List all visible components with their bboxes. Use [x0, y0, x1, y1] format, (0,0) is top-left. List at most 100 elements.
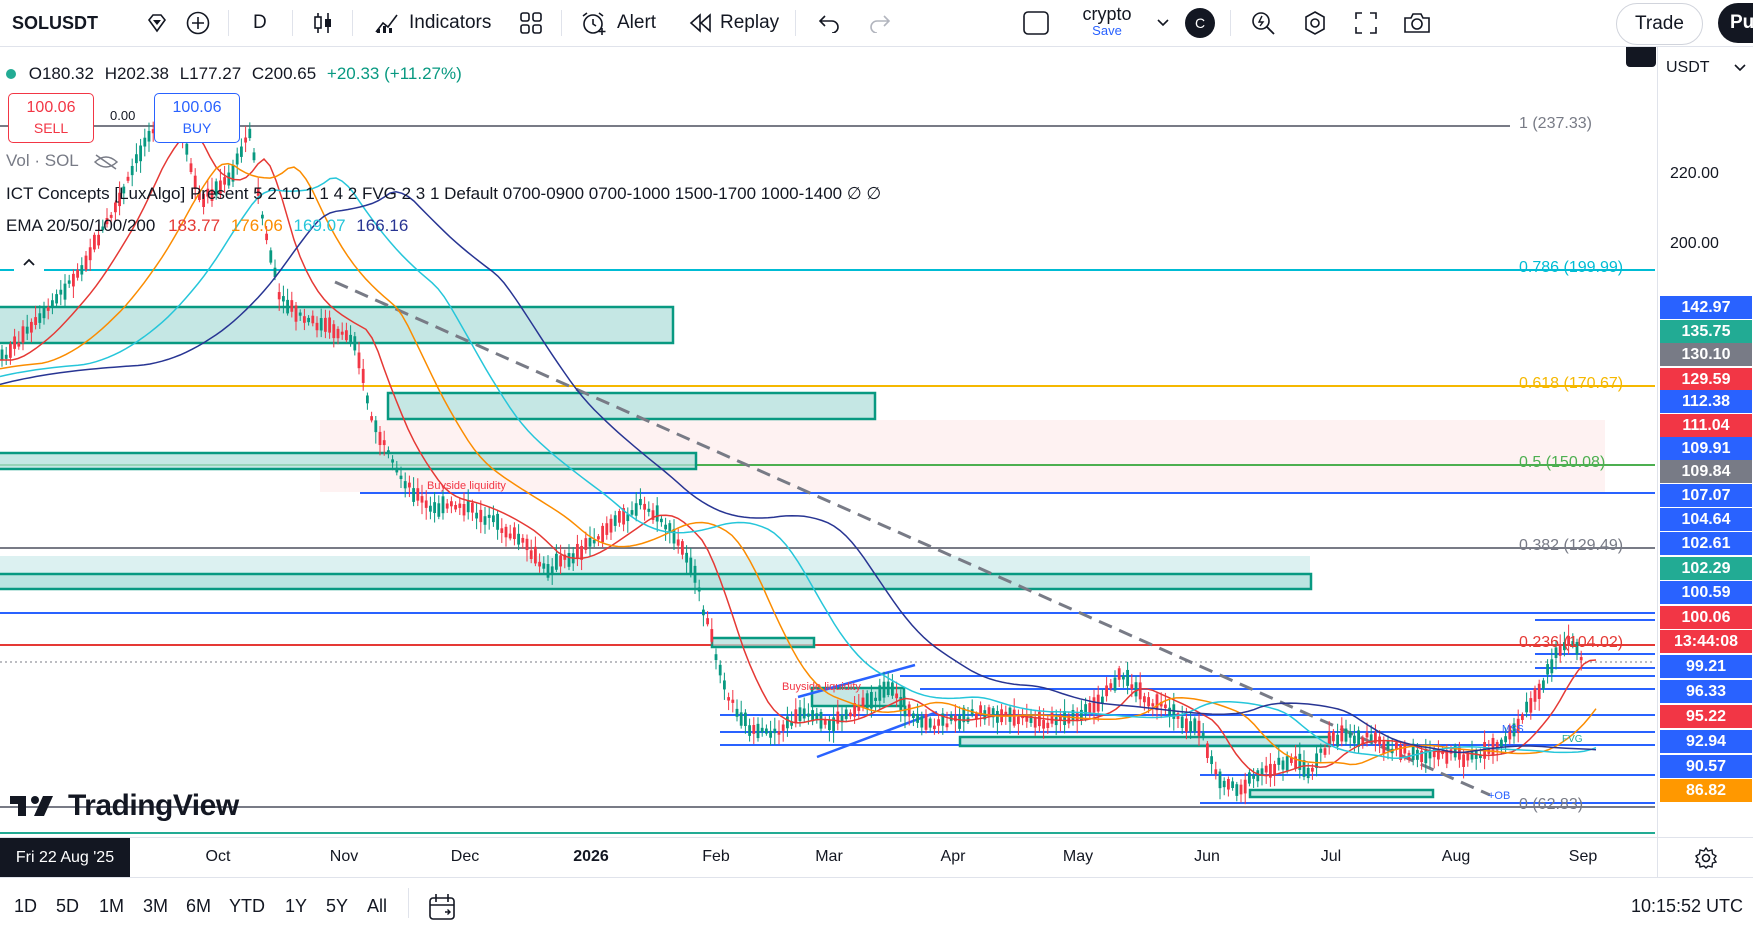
ema-legend[interactable]: EMA 20/50/100/200 183.77 176.06 169.07 1…: [6, 216, 408, 236]
candle-body: [815, 713, 819, 721]
chart-pane[interactable]: Buyside liquidity Buyside liquidity MSS …: [0, 47, 1657, 837]
candle-body: [1201, 732, 1205, 739]
candle-body: [907, 704, 911, 717]
candle-body: [34, 317, 37, 325]
range-button[interactable]: 1Y: [285, 896, 308, 916]
candle-body: [1193, 718, 1197, 732]
chevron-down-icon: [1734, 64, 1746, 72]
candle-body: [1395, 742, 1398, 750]
fullscreen-icon[interactable]: [1354, 0, 1378, 46]
compare-add-icon[interactable]: [186, 0, 210, 46]
candle-body: [1508, 725, 1512, 740]
candle-body: [1054, 717, 1058, 726]
range-button[interactable]: 6M: [186, 896, 212, 916]
candle-body: [639, 499, 642, 506]
redo-icon[interactable]: [868, 0, 892, 46]
candle-body: [235, 153, 239, 165]
avatar[interactable]: C: [1185, 0, 1215, 46]
candle-body: [231, 165, 235, 182]
layout-name-button[interactable]: crypto Save: [1076, 4, 1138, 38]
time-label: Sep: [1568, 848, 1598, 865]
chart-settings-corner[interactable]: [1657, 837, 1753, 877]
fib-label: 0 (62.83): [1519, 796, 1584, 813]
candle-body: [1470, 749, 1474, 760]
candle-body: [1445, 750, 1449, 764]
candle-body: [618, 511, 621, 523]
candle-body: [559, 555, 562, 567]
alert-button[interactable]: Alert: [580, 0, 656, 46]
range-button[interactable]: 1M: [99, 896, 125, 916]
candle-body: [42, 306, 46, 319]
candle-body: [1185, 718, 1188, 732]
candle-body: [395, 467, 399, 473]
fib-label: 0.618 (170.67): [1519, 375, 1624, 392]
ict-concepts-legend[interactable]: ICT Concepts [LuxAlgo] Present 5 2 10 1 …: [6, 184, 882, 203]
time-axis[interactable]: Fri 22 Aug '25 Oct Nov Dec 2026 Feb Mar Apr May…: [0, 837, 1657, 877]
candle-body: [786, 716, 789, 729]
candle-body: [1264, 765, 1268, 773]
range-button[interactable]: 3M: [143, 896, 169, 916]
candle-body: [109, 214, 113, 218]
indicators-button[interactable]: Indicators: [374, 0, 491, 46]
tradingview-watermark[interactable]: TradingView: [10, 789, 239, 823]
candle-body: [1080, 709, 1083, 721]
quick-search-icon[interactable]: [1250, 0, 1276, 46]
symbol-search[interactable]: SOLUSDT: [12, 0, 98, 46]
candle-body: [882, 681, 886, 698]
publish-button[interactable]: Pu: [1718, 3, 1753, 43]
candle-body: [500, 528, 504, 533]
interval-button[interactable]: D: [253, 0, 267, 46]
candle-body: [1206, 743, 1209, 758]
trade-button[interactable]: Trade: [1616, 3, 1703, 45]
candle-body: [496, 513, 499, 530]
sell-button[interactable]: 100.06 SELL: [8, 93, 94, 143]
time-label: Aug: [1441, 848, 1471, 865]
bottom-toolbar: 1D 5D 1M 3M 6M YTD 1Y 5Y All 10:15:52 UTC: [0, 877, 1753, 939]
candle-body: [714, 654, 718, 661]
price-axis[interactable]: USDT 220.00 200.00 142.97 135.75 130.10 129…: [1657, 47, 1753, 837]
candle-body: [849, 712, 852, 717]
diamond-icon[interactable]: [146, 0, 168, 46]
mss-label: MSS: [1502, 724, 1524, 735]
price-tag: 102.61: [1660, 532, 1752, 555]
layout-checkbox-icon[interactable]: [1022, 0, 1050, 46]
collapse-legend-button[interactable]: [14, 250, 44, 274]
time-label: Feb: [702, 848, 730, 865]
candle-body: [1126, 669, 1129, 686]
candle-body: [525, 538, 529, 551]
settings-gear-icon[interactable]: [1302, 0, 1328, 46]
utc-clock[interactable]: 10:15:52 UTC: [1630, 896, 1743, 916]
undo-icon[interactable]: [817, 0, 841, 46]
candle-body: [1294, 756, 1297, 769]
camera-icon[interactable]: [1403, 0, 1431, 46]
eye-hidden-icon[interactable]: [93, 153, 119, 171]
candle-body: [483, 516, 487, 525]
chevron-down-icon[interactable]: [1156, 0, 1170, 46]
candle-body: [492, 515, 495, 523]
price-tag: 111.04: [1660, 414, 1752, 437]
candle-body: [975, 713, 978, 720]
range-button[interactable]: YTD: [229, 896, 265, 916]
range-button[interactable]: 1D: [14, 896, 38, 916]
go-to-date-icon[interactable]: [428, 893, 456, 926]
candle-body: [1542, 680, 1545, 689]
candle-body: [781, 724, 785, 731]
layouts-icon[interactable]: [519, 0, 543, 46]
candle-body: [546, 564, 550, 578]
buy-button[interactable]: 100.06 BUY: [154, 93, 240, 143]
replay-button[interactable]: Replay: [688, 0, 779, 46]
candle-body: [576, 543, 579, 559]
candle-body: [345, 330, 348, 341]
object-tree-toggle[interactable]: [1626, 47, 1656, 67]
range-button[interactable]: All: [367, 896, 388, 916]
candle-body: [727, 697, 730, 701]
volume-legend[interactable]: Vol · SOL: [6, 151, 119, 171]
candle-body: [72, 273, 75, 287]
currency-selector[interactable]: USDT: [1666, 59, 1746, 77]
candle-body: [1222, 780, 1226, 788]
fvg-label: FVG: [1562, 734, 1583, 745]
candle-body: [592, 539, 596, 544]
candles-icon[interactable]: [312, 0, 334, 46]
range-button[interactable]: 5Y: [326, 896, 349, 916]
range-button[interactable]: 5D: [56, 896, 80, 916]
